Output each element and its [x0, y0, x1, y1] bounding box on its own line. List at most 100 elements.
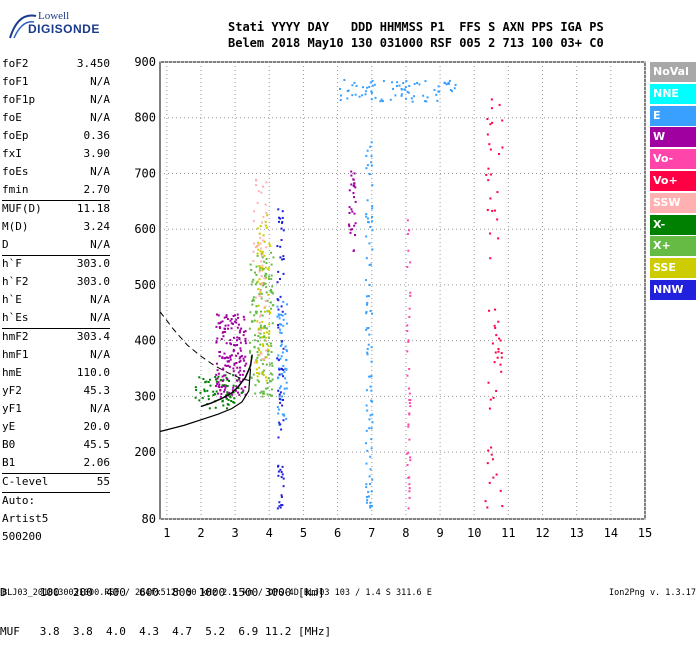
x-tick-label: 6: [334, 526, 341, 540]
echo-point: [215, 378, 218, 381]
echo-point: [254, 246, 257, 249]
echo-point: [254, 334, 257, 337]
echo-point: [266, 387, 269, 390]
echo-point: [354, 93, 357, 96]
echo-point: [255, 184, 258, 187]
param-row: foE N/A: [2, 110, 110, 128]
echo-point: [257, 288, 260, 291]
echo-point: [368, 475, 371, 478]
echo-point: [239, 380, 242, 383]
echo-point: [370, 389, 373, 392]
echo-point: [232, 367, 235, 370]
echo-point: [494, 351, 497, 354]
echo-point: [280, 428, 283, 431]
echo-point: [227, 356, 230, 359]
echo-point: [266, 393, 269, 396]
echo-point: [491, 209, 494, 212]
echo-point: [268, 275, 271, 278]
echo-point: [277, 324, 280, 327]
echo-point: [223, 357, 226, 360]
echo-point: [209, 384, 212, 387]
echo-point: [437, 85, 440, 88]
echo-point: [488, 309, 491, 312]
echo-point: [261, 282, 264, 285]
echo-point: [494, 308, 497, 311]
echo-point: [268, 312, 271, 315]
echo-point: [402, 81, 405, 84]
echo-point: [371, 478, 374, 481]
echo-point: [259, 225, 262, 228]
echo-point: [270, 274, 273, 277]
echo-point: [253, 210, 256, 213]
echo-point: [262, 390, 265, 393]
echo-point: [277, 354, 280, 357]
param-value: 3.90: [83, 147, 111, 160]
echo-point: [265, 261, 268, 264]
echo-point: [254, 283, 257, 286]
echo-point: [241, 373, 244, 376]
param-value: N/A: [90, 75, 110, 88]
echo-point: [267, 268, 270, 271]
echo-point: [490, 453, 493, 456]
echo-point: [277, 208, 280, 211]
echo-point: [444, 81, 447, 84]
echo-point: [425, 100, 428, 103]
echo-point: [368, 264, 371, 267]
echo-point: [258, 264, 261, 267]
param-name: M(D): [2, 220, 29, 233]
echo-point: [284, 313, 287, 316]
param-value: 3.24: [83, 220, 111, 233]
echo-point: [499, 363, 502, 366]
echo-point: [281, 413, 284, 416]
echo-point: [240, 387, 243, 390]
echo-point: [212, 390, 215, 393]
echo-point: [491, 458, 494, 461]
echo-point: [369, 375, 372, 378]
echo-point: [355, 84, 358, 87]
echo-point: [406, 265, 409, 268]
y-tick-label: 80: [142, 512, 156, 526]
echo-point: [257, 347, 260, 350]
echo-point: [228, 365, 231, 368]
echo-point: [265, 356, 268, 359]
echo-point: [374, 96, 377, 99]
echo-point: [234, 314, 237, 317]
echo-point: [258, 349, 261, 352]
echo-point: [256, 379, 259, 382]
echo-point: [270, 251, 273, 254]
echo-point: [257, 304, 260, 307]
echo-point: [259, 351, 262, 354]
muf-row: MUF 3.8 3.8 4.0 4.3 4.7 5.2 6.9 11.2 [MH…: [0, 625, 332, 638]
echo-point: [271, 373, 274, 376]
echo-point: [339, 94, 342, 97]
echo-point: [492, 476, 495, 479]
echo-point: [411, 100, 414, 103]
echo-point: [265, 246, 268, 249]
echo-point: [224, 364, 227, 367]
echo-point: [350, 170, 353, 173]
echo-point: [225, 376, 228, 379]
echo-point: [237, 352, 240, 355]
echo-point: [416, 81, 419, 84]
param-value: 3.450: [76, 57, 110, 70]
param-value: N/A: [90, 293, 110, 306]
echo-point: [255, 273, 258, 276]
echo-point: [271, 292, 274, 295]
echo-point: [282, 485, 285, 488]
echo-point: [277, 314, 280, 317]
x-tick-label: 9: [436, 526, 443, 540]
echo-point: [264, 220, 267, 223]
echo-point: [382, 80, 385, 83]
echo-point: [267, 309, 270, 312]
echo-point: [366, 347, 369, 350]
x-tick-label: 10: [467, 526, 481, 540]
param-name: fxI: [2, 147, 22, 160]
param-row: foF2 3.450: [2, 56, 110, 74]
echo-point: [285, 387, 288, 390]
echo-point: [365, 501, 368, 504]
echo-point: [277, 359, 280, 362]
legend-item: SSE: [650, 258, 696, 279]
echo-point: [268, 243, 271, 246]
echo-point: [223, 390, 226, 393]
echo-point: [238, 361, 241, 364]
